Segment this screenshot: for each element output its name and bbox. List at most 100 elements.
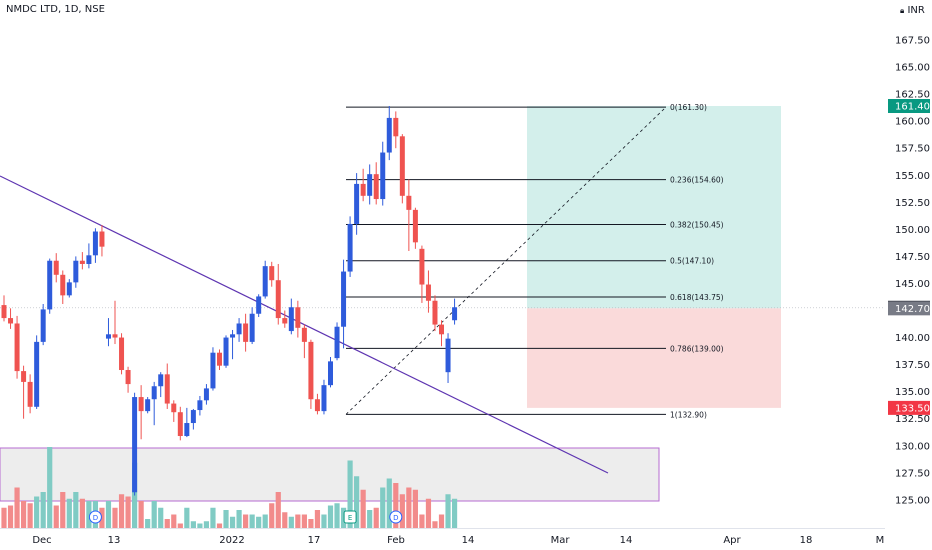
candle-body[interactable] [21, 371, 27, 382]
candle-body[interactable] [386, 117, 392, 153]
candle-body[interactable] [86, 255, 92, 264]
candle-body[interactable] [295, 307, 301, 328]
candle-body[interactable] [393, 117, 399, 137]
candle-body[interactable] [301, 327, 307, 342]
candle-body[interactable] [262, 266, 268, 297]
candle-body[interactable] [223, 337, 229, 366]
candle-body[interactable] [1, 305, 7, 319]
volume-bar [256, 516, 262, 528]
dividend-marker[interactable] [88, 510, 102, 524]
candle-body[interactable] [79, 260, 85, 264]
volume-bar [40, 492, 46, 528]
candle-body[interactable] [275, 280, 281, 319]
candle-body[interactable] [445, 338, 451, 373]
candle-body[interactable] [60, 274, 66, 296]
stop-zone[interactable] [527, 308, 781, 408]
candle-body[interactable] [92, 231, 98, 256]
candle-body[interactable] [184, 423, 190, 437]
candle-body[interactable] [190, 410, 196, 424]
candle-body[interactable] [269, 266, 275, 281]
volume-bar [399, 494, 405, 528]
target-zone[interactable] [527, 106, 781, 309]
candle-body[interactable] [99, 231, 105, 247]
dividend-marker[interactable] [389, 510, 403, 524]
candle-body[interactable] [249, 313, 255, 342]
candle-body[interactable] [321, 385, 327, 412]
candle-body[interactable] [373, 174, 379, 200]
candle-body[interactable] [53, 260, 59, 275]
candle-body[interactable] [158, 374, 164, 387]
volume-bar [79, 498, 85, 528]
price-tag[interactable] [888, 400, 930, 415]
candle-body[interactable] [8, 318, 14, 324]
candle-body[interactable] [138, 397, 144, 412]
candle-body[interactable] [452, 307, 458, 321]
candle-body[interactable] [112, 334, 118, 338]
candle-body[interactable] [334, 326, 340, 359]
symbol-header[interactable]: NMDC LTD, 1D, NSE [6, 4, 105, 15]
candle-body[interactable] [367, 174, 373, 196]
volume-highlight-rect[interactable] [0, 447, 660, 502]
candle-body[interactable] [203, 388, 209, 401]
candle-body[interactable] [171, 403, 177, 413]
volume-bar [243, 514, 249, 528]
y-tick-label: 127.50 [895, 468, 930, 479]
candle-body[interactable] [314, 399, 320, 412]
earnings-marker[interactable] [343, 510, 357, 524]
volume-bar [164, 519, 170, 528]
candle-body[interactable] [380, 152, 386, 200]
volume-bar [138, 501, 144, 528]
volume-bar [373, 507, 379, 528]
candle-body[interactable] [256, 296, 262, 314]
candle-body[interactable] [288, 307, 294, 332]
candle-body[interactable] [132, 397, 138, 493]
candle-body[interactable] [236, 323, 242, 335]
candle-body[interactable] [197, 400, 203, 411]
candle-body[interactable] [210, 352, 216, 389]
price-tag[interactable] [888, 99, 930, 114]
candle-body[interactable] [216, 352, 222, 366]
candle-body[interactable] [177, 412, 183, 437]
candle-body[interactable] [243, 323, 249, 342]
currency-label[interactable]: 🔒︎ INR [900, 5, 925, 16]
volume-bar [151, 501, 157, 528]
candle-body[interactable] [354, 183, 360, 224]
trendline[interactable] [0, 175, 609, 474]
candle-body[interactable] [360, 183, 366, 196]
candle-body[interactable] [425, 284, 431, 301]
volume-bar [425, 498, 432, 528]
candle-body[interactable] [406, 195, 412, 210]
candle-body[interactable] [230, 334, 236, 338]
candle-body[interactable] [347, 223, 353, 272]
candle-body[interactable] [125, 370, 131, 385]
candle-body[interactable] [439, 324, 445, 335]
candle-body[interactable] [412, 209, 418, 243]
candle-body[interactable] [419, 248, 425, 285]
fib-trend-line[interactable] [345, 106, 667, 415]
volume-bar [406, 487, 412, 528]
candle-body[interactable] [432, 300, 438, 325]
y-tick-label: 130.00 [895, 441, 930, 452]
x-tick-label: 14 [620, 535, 633, 546]
candle-body[interactable] [40, 309, 46, 342]
price-tag[interactable] [888, 301, 930, 316]
candle-body[interactable] [164, 374, 170, 404]
candle-body[interactable] [27, 381, 33, 407]
volume-bar [20, 501, 27, 528]
candle-body[interactable] [66, 282, 72, 296]
candle-body[interactable] [341, 271, 347, 327]
candle-body[interactable] [328, 361, 333, 386]
candle-body[interactable] [73, 260, 79, 283]
candle-body[interactable] [47, 260, 53, 310]
candle-body[interactable] [119, 337, 125, 371]
candle-body[interactable] [14, 323, 20, 372]
candle-body[interactable] [145, 399, 151, 412]
candle-body[interactable] [282, 318, 288, 324]
candle-body[interactable] [308, 341, 314, 400]
y-tick-label: 152.50 [895, 198, 930, 209]
candle-body[interactable] [399, 136, 405, 196]
candle-body[interactable] [105, 334, 111, 339]
candle-body[interactable] [34, 341, 40, 407]
candle-body[interactable] [151, 386, 157, 400]
